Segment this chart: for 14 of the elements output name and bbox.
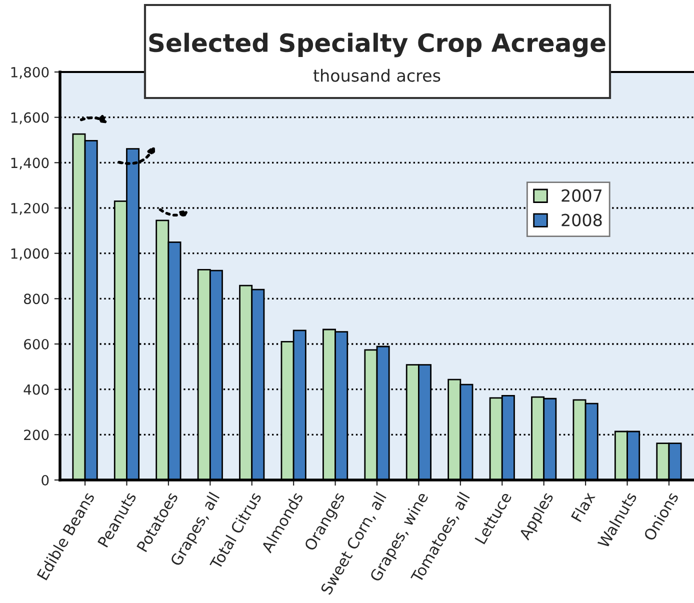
y-tick-label: 1,800 [11,66,49,79]
y-tick-label: 400 [24,384,49,395]
y-tick-label: 1,200 [11,202,49,215]
y-tick-label: 800 [24,294,49,304]
legend-label: 2008 [562,214,602,226]
legend-label: 2007 [562,189,602,202]
y-tick-label: 600 [24,338,49,350]
y-tick-label: 0 [42,474,49,486]
y-tick-label: 200 [24,430,49,440]
y-tick-label: 1,600 [11,112,49,124]
chart-title: Selected Specialty Crop Acreage [149,32,606,58]
y-tick-label: 1,400 [11,158,49,170]
chart-subtitle: thousand acres [313,68,440,82]
y-tick-label: 1,000 [11,248,49,260]
